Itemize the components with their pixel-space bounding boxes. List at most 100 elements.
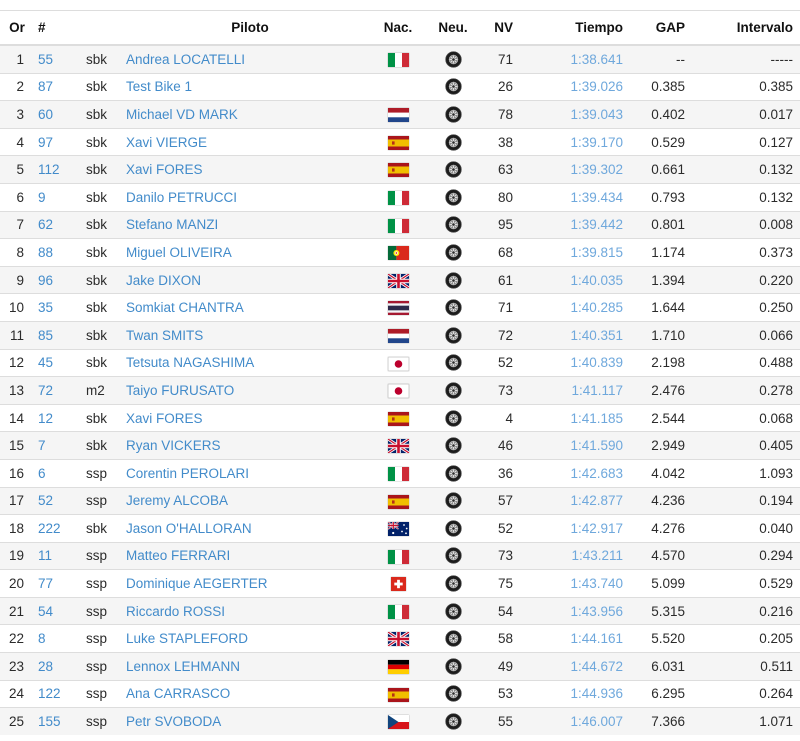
table-body: 1 55 sbk Andrea LOCATELLI 71 1:38.641 -- ----- 2… <box>0 44 800 735</box>
rider-name-link[interactable]: Twan SMITS <box>126 327 204 343</box>
rider-number-link[interactable]: 96 <box>38 272 54 288</box>
rider-number-link[interactable]: 9 <box>38 189 46 205</box>
rider-number-link[interactable]: 85 <box>38 327 54 343</box>
time-cell: 1:43.740 <box>520 569 630 598</box>
rider-number-link[interactable]: 222 <box>38 520 61 536</box>
lap-time-link[interactable]: 1:40.839 <box>570 355 623 371</box>
tyre-cell <box>416 265 490 294</box>
rider-number-link[interactable]: 52 <box>38 493 54 509</box>
rider-name-link[interactable]: Dominique AEGERTER <box>126 576 268 592</box>
lap-time-link[interactable]: 1:39.026 <box>570 79 623 95</box>
rider-number-link[interactable]: 45 <box>38 355 54 371</box>
rider-number-link[interactable]: 8 <box>38 631 46 647</box>
tyre-icon <box>444 382 462 399</box>
rider-number-link[interactable]: 54 <box>38 603 54 619</box>
flag-spain-icon <box>387 687 409 702</box>
rider-number-link[interactable]: 7 <box>38 438 46 454</box>
rider-number-link[interactable]: 77 <box>38 576 54 592</box>
lap-time-link[interactable]: 1:41.590 <box>570 438 623 454</box>
lap-time-link[interactable]: 1:39.302 <box>570 162 623 178</box>
rider-number-link[interactable]: 11 <box>38 548 53 564</box>
rider-name-link[interactable]: Jason O'HALLORAN <box>126 520 252 536</box>
rider-number-link[interactable]: 28 <box>38 658 54 674</box>
lap-time-link[interactable]: 1:40.285 <box>570 300 623 316</box>
rider-name-cell: Danilo PETRUCCI <box>120 182 380 212</box>
rider-name-cell: Tetsuta NAGASHIMA <box>120 348 380 377</box>
lap-time-link[interactable]: 1:39.170 <box>570 134 623 150</box>
rider-name-link[interactable]: Jake DIXON <box>126 272 202 288</box>
lap-time-link[interactable]: 1:39.043 <box>570 106 623 122</box>
rider-name-link[interactable]: Xavi FORES <box>126 410 203 426</box>
lap-time-link[interactable]: 1:43.956 <box>570 603 623 619</box>
lap-time-link[interactable]: 1:44.672 <box>570 658 623 674</box>
lap-time-link[interactable]: 1:41.117 <box>571 382 623 398</box>
tyre-cell <box>416 486 490 515</box>
lap-time-link[interactable]: 1:41.185 <box>570 410 623 426</box>
lap-time-link[interactable]: 1:39.434 <box>570 189 623 205</box>
tyre-icon <box>444 437 462 454</box>
rider-number-link[interactable]: 88 <box>38 244 54 260</box>
rider-number-link[interactable]: 72 <box>38 382 54 398</box>
rider-name-link[interactable]: Michael VD MARK <box>126 106 238 122</box>
laps-cell: 75 <box>490 569 520 598</box>
lap-time-link[interactable]: 1:38.641 <box>570 51 623 67</box>
rider-name-link[interactable]: Luke STAPLEFORD <box>126 631 249 647</box>
class-cell: sbk <box>80 431 120 460</box>
rider-name-link[interactable]: Danilo PETRUCCI <box>126 189 238 205</box>
nationality-cell <box>380 100 416 129</box>
rider-name-link[interactable]: Andrea LOCATELLI <box>126 51 246 67</box>
rider-name-link[interactable]: Somkiat CHANTRA <box>126 300 244 316</box>
lap-time-link[interactable]: 1:42.917 <box>570 520 623 536</box>
lap-time-link[interactable]: 1:43.740 <box>570 576 623 592</box>
tyre-cell <box>416 403 490 432</box>
rider-name-link[interactable]: Xavi VIERGE <box>126 134 208 150</box>
rider-number-link[interactable]: 112 <box>38 162 60 178</box>
class-cell: ssp <box>80 652 120 681</box>
rider-name-link[interactable]: Riccardo ROSSI <box>126 603 226 619</box>
flag-spain-icon <box>387 163 409 178</box>
lap-time-link[interactable]: 1:42.683 <box>570 465 623 481</box>
rider-number-link[interactable]: 62 <box>38 217 54 233</box>
rider-number-link[interactable]: 35 <box>38 300 54 316</box>
rider-name-link[interactable]: Taiyo FURUSATO <box>126 382 235 398</box>
rider-number-link[interactable]: 12 <box>38 410 54 426</box>
rider-number-link[interactable]: 155 <box>38 714 61 730</box>
lap-time-link[interactable]: 1:39.815 <box>570 244 623 260</box>
rider-number-link[interactable]: 97 <box>38 134 54 150</box>
rider-name-link[interactable]: Lennox LEHMANN <box>126 658 241 674</box>
lap-time-link[interactable]: 1:40.035 <box>570 272 623 288</box>
lap-time-link[interactable]: 1:43.211 <box>571 548 623 564</box>
rider-number-cell: 72 <box>34 376 80 405</box>
rider-name-link[interactable]: Test Bike 1 <box>126 79 193 95</box>
rider-number-link[interactable]: 55 <box>38 51 54 67</box>
nationality-cell <box>380 486 416 515</box>
lap-time-link[interactable]: 1:40.351 <box>570 327 623 343</box>
rider-number-link[interactable]: 87 <box>38 79 54 95</box>
lap-time-link[interactable]: 1:44.936 <box>570 686 623 702</box>
lap-time-link[interactable]: 1:44.161 <box>570 631 623 647</box>
flag-japan-icon <box>387 384 409 399</box>
rider-name-link[interactable]: Miguel OLIVEIRA <box>126 244 232 260</box>
rider-name-link[interactable]: Stefano MANZI <box>126 217 219 233</box>
rider-name-cell: Jake DIXON <box>120 265 380 294</box>
lap-time-link[interactable]: 1:42.877 <box>570 493 623 509</box>
flag-great-britain-icon <box>387 273 409 288</box>
rider-name-link[interactable]: Corentin PEROLARI <box>126 465 250 481</box>
rider-name-link[interactable]: Ana CARRASCO <box>126 686 231 702</box>
rider-name-link[interactable]: Matteo FERRARI <box>126 548 231 564</box>
rider-name-link[interactable]: Ryan VICKERS <box>126 438 221 454</box>
rider-name-link[interactable]: Xavi FORES <box>126 162 203 178</box>
lap-time-link[interactable]: 1:39.442 <box>570 217 623 233</box>
rider-number-link[interactable]: 6 <box>38 465 46 481</box>
rider-name-link[interactable]: Jeremy ALCOBA <box>126 493 229 509</box>
rider-name-link[interactable]: Tetsuta NAGASHIMA <box>126 355 255 371</box>
lap-time-link[interactable]: 1:46.007 <box>570 714 623 730</box>
gap-cell: 4.570 <box>630 541 692 570</box>
position-cell: 4 <box>0 127 34 156</box>
rider-number-cell: 45 <box>34 348 80 377</box>
rider-name-link[interactable]: Petr SVOBODA <box>126 714 222 730</box>
rider-number-link[interactable]: 122 <box>38 686 61 702</box>
interval-cell: 0.216 <box>692 596 800 625</box>
rider-number-link[interactable]: 60 <box>38 106 54 122</box>
flag-switzerland-icon <box>390 577 406 592</box>
